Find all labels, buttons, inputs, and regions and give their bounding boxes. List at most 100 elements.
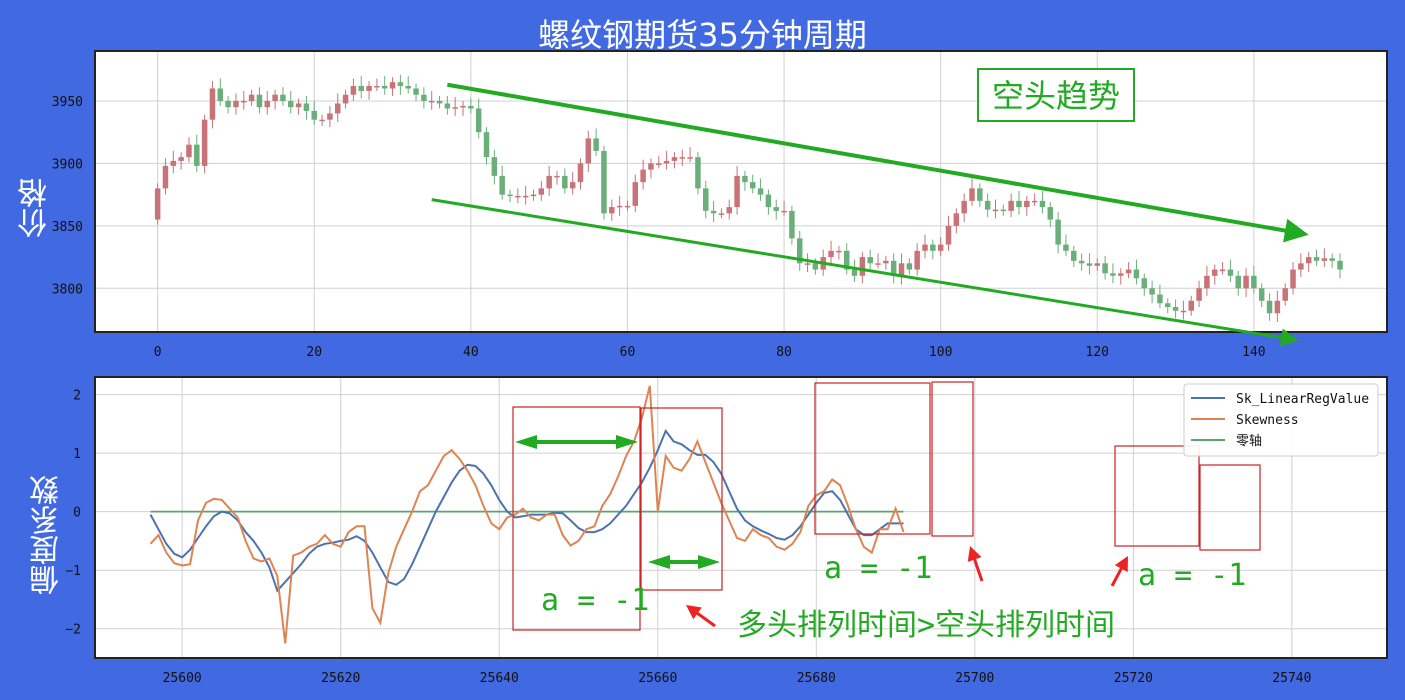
candle-body [1094, 263, 1101, 266]
highlight-box [512, 406, 641, 631]
candle-body [1204, 275, 1210, 289]
candle-body [201, 119, 208, 166]
skew-y-tick-label: 1 [73, 447, 81, 462]
candle-body [632, 182, 639, 206]
candle-body [1251, 275, 1257, 289]
candle-body [507, 194, 513, 197]
candle-body [1329, 258, 1335, 261]
candle-body [311, 110, 317, 120]
candle-body [288, 100, 294, 108]
skewness-panel: 25600 25620 25640 25660 25680 25700 25720 25740… [65, 376, 1388, 686]
price-y-tick-label: 3950 [52, 95, 83, 110]
candle-body [953, 213, 960, 226]
candle-body [616, 205, 623, 208]
duration-note: 多头排列时间>空头排列时间 [737, 608, 1115, 643]
candle-body [687, 157, 693, 159]
candle-body [162, 165, 169, 189]
candle-body [1258, 288, 1265, 301]
candle-body [1047, 207, 1054, 220]
pointer-arrow-shaft [971, 554, 984, 582]
trend-label-box [977, 68, 1135, 122]
candle-body [1118, 273, 1124, 276]
candle-body [969, 188, 975, 201]
candle-body [1290, 269, 1296, 289]
candle-body [546, 175, 552, 189]
candle-body [530, 194, 537, 197]
candle-body [1078, 260, 1085, 264]
candle-body [248, 94, 255, 101]
candle-body [303, 103, 310, 111]
candle-body [154, 188, 161, 220]
chart-title: 螺纹钢期货35分钟周期 [538, 16, 867, 54]
candle-body [327, 113, 333, 120]
candle-body [984, 200, 991, 210]
candle-body [272, 94, 278, 101]
candle-body [241, 100, 247, 103]
candle-body [342, 94, 349, 104]
candle-body [538, 188, 545, 195]
candle-body [804, 263, 811, 265]
candle-body [554, 175, 560, 178]
legend-entry: Sk_LinearRegValue [1236, 392, 1369, 407]
linear-reg-line [149, 428, 904, 593]
candle-body [1227, 269, 1234, 276]
candle-body [1188, 300, 1194, 311]
price-x-tick-label: 140 [1242, 345, 1265, 360]
candle-body [397, 82, 404, 86]
candle-body [961, 200, 967, 214]
candle-body [1141, 278, 1148, 289]
candle-body [1031, 200, 1038, 203]
legend: Sk_LinearRegValue Skewness 零轴 [1183, 383, 1379, 457]
bear-duration-arrow-shape [648, 555, 720, 569]
a-value-label-3: a = -1 [1138, 558, 1246, 593]
candle-body [828, 250, 834, 258]
candle-body [796, 238, 803, 264]
candle-body [562, 175, 568, 189]
candle-body [1165, 303, 1171, 308]
price-x-tick-label: 40 [463, 345, 479, 360]
candle-body [593, 138, 599, 151]
candle-body [421, 94, 427, 101]
candle-body [1172, 307, 1179, 311]
candle-body [1110, 273, 1116, 276]
candle-body [1266, 300, 1273, 314]
candle-body [765, 194, 772, 208]
candle-body [1039, 200, 1046, 208]
price-x-tick-label: 0 [154, 345, 162, 360]
candle-body [648, 163, 654, 170]
candle-body [1282, 288, 1288, 301]
candle-body [679, 157, 686, 159]
candle-body [1274, 300, 1281, 314]
legend-entry: Skewness [1236, 413, 1299, 428]
highlight-box [814, 382, 931, 535]
skew-y-tick-label: 0 [73, 506, 81, 521]
candle-body [609, 207, 615, 214]
price-plot-frame [94, 50, 1388, 333]
candle-body [358, 85, 364, 91]
price-x-tick-label: 80 [776, 345, 792, 360]
candle-body [710, 210, 717, 214]
skew-x-tick-label: 25660 [638, 671, 677, 686]
skew-y-tick-label: 2 [73, 389, 81, 404]
pointer-arrow-head [967, 546, 982, 562]
skew-x-tick-label: 25640 [480, 671, 519, 686]
skew-x-tick-label: 25600 [163, 671, 202, 686]
candle-body [499, 175, 505, 195]
candle-body [178, 157, 184, 161]
candle-body [890, 260, 897, 276]
candle-body [1055, 219, 1061, 245]
candle-body [703, 188, 709, 211]
bull-duration-arrow-shape [515, 435, 638, 449]
candle-body [781, 210, 787, 213]
candle-body [1337, 260, 1343, 270]
skewness-line [149, 385, 905, 644]
candle-body [624, 205, 631, 208]
candle-body [444, 103, 451, 109]
candle-body [319, 119, 325, 122]
candle-body [898, 263, 905, 276]
candle-body [1016, 200, 1022, 208]
price-x-tick-label: 120 [1086, 345, 1109, 360]
candle-body [1219, 269, 1226, 272]
candle-body [381, 85, 388, 89]
